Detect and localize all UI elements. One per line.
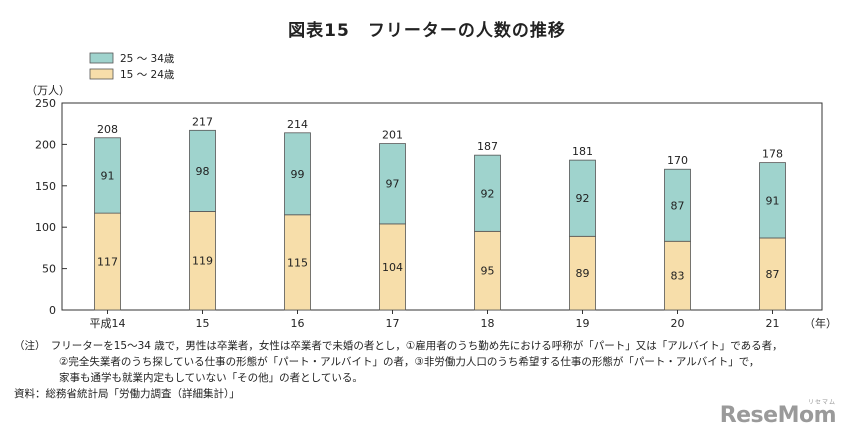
- y-tick-label: 50: [42, 263, 56, 276]
- legend-swatch: [89, 68, 114, 80]
- bar-segment-25-34: [284, 132, 311, 216]
- note-line-3: 家事も通学も就業内定もしていない「その他」の者としている。: [59, 372, 363, 384]
- bar-segment-25-34: [474, 154, 501, 232]
- bar-segment-25-34: [189, 129, 216, 212]
- bar-value-label: 115: [287, 256, 308, 269]
- legend-label: 15 ～ 24歳: [120, 69, 175, 81]
- bar-value-label: 92: [481, 187, 495, 200]
- y-tick-label: 150: [35, 180, 56, 193]
- bar-total-label: 217: [192, 115, 213, 128]
- bar-segment-25-34: [94, 137, 121, 214]
- bar-total-label: 170: [667, 154, 688, 167]
- bar-total-label: 214: [287, 118, 308, 131]
- bar-segment-25-34: [664, 168, 691, 242]
- y-tick-label: 0: [49, 304, 56, 317]
- bar-segment-15-24: [284, 214, 311, 311]
- chart-title: 図表15 フリーターの人数の推移: [288, 21, 566, 41]
- stacked-bar-chart: 0 50 100 150 200 250（万人） 117 91 208 平成14 119 98 217 1…: [26, 52, 837, 330]
- source-note: 資料：総務省統計局「労働力調査（詳細集計）」: [14, 388, 240, 400]
- x-axis-unit: （年）: [804, 316, 837, 330]
- bar-value-label: 92: [576, 192, 590, 205]
- bar-value-label: 89: [576, 267, 590, 280]
- bar-value-label: 87: [766, 268, 780, 281]
- y-axis-unit: （万人）: [26, 84, 70, 97]
- x-tick-label: 16: [291, 317, 305, 330]
- resemom-logo: リセマム ReseMom: [719, 399, 837, 428]
- logo-subtext: リセマム: [807, 399, 836, 406]
- bar-value-label: 98: [196, 165, 210, 178]
- bar-value-label: 87: [671, 199, 685, 212]
- bar-total-label: 187: [477, 140, 498, 153]
- bar-total-label: 208: [97, 123, 118, 136]
- bar-segment-25-34: [379, 143, 406, 225]
- note-line-2: ②完全失業者のうち探している仕事の形態が「パート・アルバイト」の者，③非労働力人…: [59, 356, 760, 368]
- bar-total-label: 201: [382, 129, 403, 142]
- x-tick-label: 18: [481, 317, 495, 330]
- bar-value-label: 91: [101, 169, 115, 182]
- bar-segment-25-34: [569, 159, 596, 237]
- bar-value-label: 99: [291, 168, 305, 181]
- x-tick-label: 21: [766, 317, 780, 330]
- plot-frame: [61, 102, 823, 311]
- bar-value-label: 83: [671, 270, 685, 283]
- bar-value-label: 91: [766, 194, 780, 207]
- bar-total-label: 181: [572, 145, 593, 158]
- bar-total-label: 178: [762, 148, 783, 161]
- bar-segment-15-24: [664, 240, 691, 311]
- x-tick-label: 19: [576, 317, 590, 330]
- bar-value-label: 95: [481, 265, 495, 278]
- logo-text: ReseMom: [719, 403, 837, 428]
- legend-swatch: [89, 52, 114, 64]
- note-line-1: （注） フリーターを15～34 歳で，男性は卒業者，女性は卒業者で未婚の者とし，…: [14, 340, 783, 352]
- x-tick-label: 20: [671, 317, 685, 330]
- y-tick-label: 200: [35, 138, 56, 151]
- x-tick-label: 平成14: [90, 317, 126, 330]
- bar-segment-25-34: [759, 162, 786, 239]
- bar-segment-15-24: [94, 212, 121, 311]
- y-tick-label: 100: [35, 221, 56, 234]
- bar-segment-15-24: [759, 237, 786, 311]
- chart-notes: （注） フリーターを15～34 歳で，男性は卒業者，女性は卒業者で未婚の者とし，…: [14, 338, 783, 402]
- legend-label: 25 ～ 34歳: [120, 53, 175, 65]
- bar-value-label: 117: [97, 256, 118, 269]
- x-tick-label: 17: [386, 317, 400, 330]
- bar-value-label: 104: [382, 261, 403, 274]
- bar-value-label: 119: [192, 255, 213, 268]
- y-tick-label: 250: [35, 97, 56, 110]
- x-tick-label: 15: [196, 317, 210, 330]
- bar-value-label: 97: [386, 178, 400, 191]
